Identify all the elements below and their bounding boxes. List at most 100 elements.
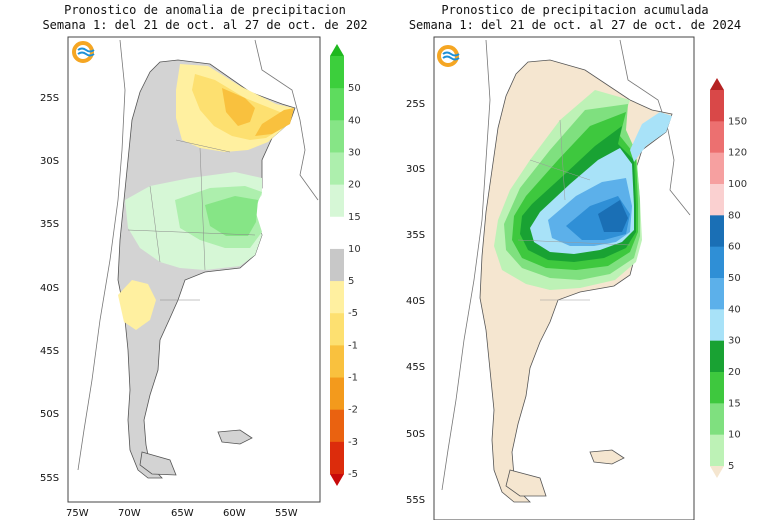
- colorbar-label: 40: [348, 115, 361, 126]
- colorbar-label: 20: [728, 367, 741, 378]
- colorbar-label: 100: [728, 179, 747, 190]
- anomaly-map-figure: 25S 30S 35S 40S 45S 50S 55S 75W 70W 65W …: [40, 36, 361, 519]
- lon-label: 55W: [275, 508, 298, 519]
- accumulated-map-panel: Pronostico de precipitacion acumulada Se…: [390, 0, 780, 520]
- colorbar-segment: [710, 278, 724, 310]
- lon-label: 65W: [171, 508, 194, 519]
- chile-coast-outline: [77, 39, 126, 471]
- negative-anomaly-area: [118, 280, 156, 330]
- anomaly-map-subtitle: Semana 1: del 21 de oct. al 27 de oct. d…: [42, 18, 368, 32]
- colorbar-label: 5: [348, 276, 354, 287]
- neighbor-border-outline: [254, 39, 319, 201]
- colorbar-label: 60: [728, 242, 741, 253]
- province-borders: [127, 139, 256, 301]
- colorbar-segment: [330, 313, 344, 346]
- colorbar-label: 150: [728, 116, 747, 127]
- accumulated-map-title: Pronostico de precipitacion acumulada: [441, 3, 709, 17]
- precip-colorbar: 150 120 100 80 60 50 40 30 20 15 10 5: [710, 78, 747, 478]
- tierra-del-fuego: [139, 451, 177, 476]
- colorbar-segment: [710, 403, 724, 436]
- colorbar-segment: [710, 215, 724, 248]
- colorbar-label: 20: [348, 180, 361, 191]
- lat-label: 55S: [406, 495, 425, 506]
- colorbar-label: 5: [728, 461, 734, 472]
- lat-label: 55S: [40, 473, 59, 484]
- colorbar-segment: [330, 248, 344, 282]
- colorbar-extend-top: [710, 78, 724, 90]
- anomaly-colorbar: 50 40 30 20 15 10 5 -5 -1 -1 -2 -3 -5: [330, 44, 361, 486]
- colorbar-label: -3: [348, 437, 358, 448]
- lat-label: 25S: [40, 93, 59, 104]
- colorbar-label: 15: [348, 212, 361, 223]
- colorbar-segment: [330, 152, 344, 186]
- smn-logo-icon: [72, 41, 95, 63]
- colorbar-segment: [330, 88, 344, 121]
- colorbar-label: -1: [348, 373, 358, 384]
- tierra-del-fuego: [505, 469, 547, 497]
- precip-area-60mm: [598, 200, 628, 232]
- negative-anomaly-area: [255, 108, 294, 136]
- colorbar-segment: [710, 372, 724, 404]
- lat-axis: 25S 30S 35S 40S 45S 50S 55S: [40, 93, 59, 484]
- lat-label: 45S: [40, 346, 59, 357]
- accumulated-map-subtitle: Semana 1: del 21 de oct. al 27 de oct. d…: [408, 18, 742, 32]
- lat-label: 45S: [406, 362, 425, 373]
- colorbar-segment: [710, 121, 724, 154]
- colorbar-label: 40: [728, 304, 741, 315]
- colorbar-segment: [330, 281, 344, 314]
- lat-label: 40S: [406, 296, 425, 307]
- colorbar-label: 120: [728, 148, 747, 159]
- negative-anomaly-area: [222, 88, 255, 126]
- colorbar-label: 50: [728, 273, 741, 284]
- lon-label: 60W: [223, 508, 246, 519]
- colorbar-segment: [330, 409, 344, 443]
- colorbar-label: -1: [348, 340, 358, 351]
- anomaly-map-title: Pronostico de anomalia de precipitacion: [64, 3, 346, 17]
- lon-label: 75W: [66, 508, 89, 519]
- lat-label: 40S: [40, 283, 59, 294]
- colorbar-label: 30: [348, 147, 361, 158]
- positive-anomaly-area: [205, 196, 258, 236]
- colorbar-extend-top: [330, 44, 344, 56]
- malvinas-islands: [217, 429, 253, 445]
- colorbar-label: 10: [348, 244, 361, 255]
- lat-label: 30S: [406, 164, 425, 175]
- colorbar-segment: [330, 377, 344, 411]
- lat-label: 30S: [40, 156, 59, 167]
- colorbar-segment: [330, 345, 344, 379]
- colorbar-label: 30: [728, 336, 741, 347]
- colorbar-segment: [710, 184, 724, 216]
- colorbar-segment: [330, 216, 344, 250]
- colorbar-segment: [330, 120, 344, 153]
- colorbar-segment: [710, 309, 724, 342]
- colorbar-segment: [710, 152, 724, 185]
- colorbar-label: 15: [728, 398, 741, 409]
- colorbar-label: 10: [728, 430, 741, 441]
- neighbor-border-outline: [619, 39, 691, 216]
- lon-label: 70W: [118, 508, 141, 519]
- lat-label: 35S: [40, 219, 59, 230]
- colorbar-extend-bottom: [710, 466, 724, 478]
- colorbar-segment: [330, 184, 344, 218]
- lat-label: 35S: [406, 230, 425, 241]
- colorbar-label: 80: [728, 210, 741, 221]
- colorbar-segment: [710, 246, 724, 279]
- colorbar-label: -5: [348, 308, 358, 319]
- lat-label: 25S: [406, 99, 425, 110]
- colorbar-label: 50: [348, 83, 361, 94]
- smn-logo-icon: [437, 45, 460, 67]
- colorbar-label: -2: [348, 405, 358, 416]
- colorbar-segment: [330, 441, 344, 475]
- colorbar-segment: [710, 434, 724, 467]
- malvinas-islands: [589, 449, 625, 465]
- lon-axis: 75W 70W 65W 60W 55W: [66, 508, 298, 519]
- anomaly-map-panel: Pronostico de anomalia de precipitacion …: [40, 3, 368, 519]
- colorbar-label: -5: [348, 469, 358, 480]
- province-borders: [517, 119, 631, 301]
- lat-axis: 25S 30S 35S 40S 45S 50S 55S: [406, 99, 425, 506]
- lat-label: 50S: [406, 429, 425, 440]
- colorbar-segment: [710, 90, 724, 122]
- accumulated-map-figure: 25S 30S 35S 40S 45S 50S 55S 150 120 100 80 6…: [406, 36, 747, 520]
- chile-coast-outline: [441, 39, 491, 491]
- colorbar-segment: [710, 340, 724, 373]
